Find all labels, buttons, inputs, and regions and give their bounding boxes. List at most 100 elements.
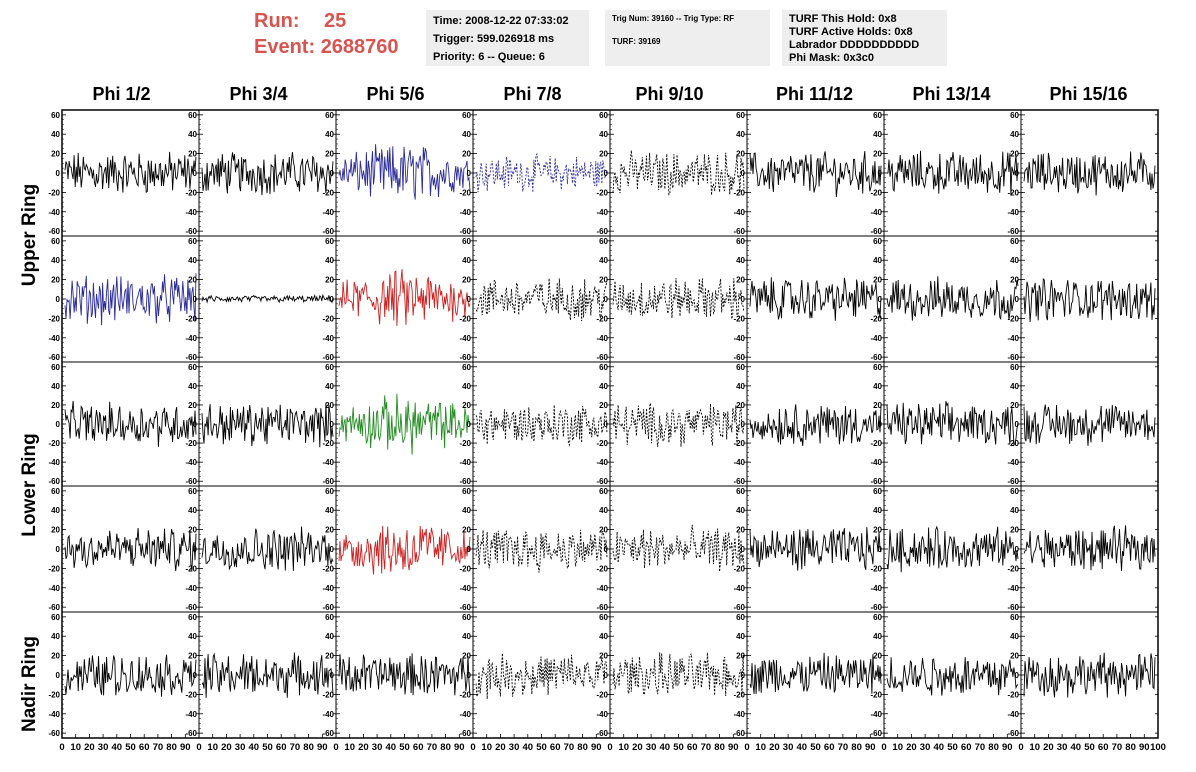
y-tick-label: 20 bbox=[1010, 401, 1019, 410]
y-tick-label: 60 bbox=[1010, 613, 1019, 622]
y-tick-label: 0 bbox=[1015, 295, 1020, 304]
y-tick-label: -20 bbox=[185, 439, 197, 448]
x-tick-label: 60 bbox=[139, 742, 150, 753]
x-tick-label: 30 bbox=[509, 742, 520, 753]
y-tick-label: -60 bbox=[870, 729, 882, 738]
y-tick-label: 60 bbox=[873, 487, 882, 496]
x-tick-label: 0 bbox=[1018, 742, 1023, 753]
y-tick-label: -40 bbox=[459, 458, 471, 467]
x-tick-label: 60 bbox=[961, 742, 972, 753]
run-value: 25 bbox=[324, 10, 347, 32]
x-tick-label: 40 bbox=[797, 742, 808, 753]
y-tick-label: 40 bbox=[599, 632, 608, 641]
x-tick-label: 60 bbox=[687, 742, 698, 753]
y-tick-label: 40 bbox=[462, 506, 471, 515]
x-tick-label: 80 bbox=[577, 742, 588, 753]
y-tick-label: -60 bbox=[596, 477, 608, 486]
y-tick-label: -40 bbox=[185, 458, 197, 467]
column-header-phi-13-14: Phi 13/14 bbox=[912, 84, 991, 104]
x-tick-label: 20 bbox=[632, 742, 643, 753]
y-tick-label: -40 bbox=[322, 458, 334, 467]
x-tick-label: 0 bbox=[196, 742, 201, 753]
y-tick-label: -40 bbox=[48, 584, 60, 593]
y-tick-label: 20 bbox=[873, 150, 882, 159]
y-tick-label: 0 bbox=[467, 295, 472, 304]
x-tick-label: 20 bbox=[769, 742, 780, 753]
x-tick-label: 70 bbox=[290, 742, 301, 753]
phi-mask-text: Phi Mask: 0x3c0 bbox=[789, 52, 874, 64]
x-tick-label: 90 bbox=[728, 742, 739, 753]
y-tick-label: 40 bbox=[325, 506, 334, 515]
y-tick-label: 20 bbox=[462, 652, 471, 661]
x-tick-label: 50 bbox=[399, 742, 410, 753]
y-tick-label: -60 bbox=[459, 353, 471, 362]
x-tick-label: 70 bbox=[564, 742, 575, 753]
y-tick-label: -60 bbox=[596, 603, 608, 612]
y-tick-label: 0 bbox=[604, 420, 609, 429]
y-tick-label: 0 bbox=[878, 671, 883, 680]
x-tick-label: 60 bbox=[1098, 742, 1109, 753]
y-tick-label: -40 bbox=[596, 334, 608, 343]
waveform-panel: 60 40 20 0 -20 -40 -60 bbox=[459, 109, 611, 237]
y-tick-label: 20 bbox=[325, 526, 334, 535]
y-tick-label: 60 bbox=[599, 363, 608, 372]
y-tick-label: 0 bbox=[330, 169, 335, 178]
y-tick-label: 0 bbox=[741, 295, 746, 304]
y-tick-label: -40 bbox=[870, 208, 882, 217]
waveform-panel: 60 40 20 0 -20 -40 -60 bbox=[48, 235, 200, 363]
event-label: Event: bbox=[254, 36, 316, 58]
y-tick-label: 0 bbox=[467, 545, 472, 554]
waveform-trace bbox=[749, 652, 882, 694]
x-tick-label: 50 bbox=[1084, 742, 1095, 753]
waveform-panel: 60 40 20 0 -20 -40 -60 bbox=[733, 235, 885, 363]
y-tick-label: 20 bbox=[462, 276, 471, 285]
x-tick-label: 30 bbox=[235, 742, 246, 753]
y-tick-label: 60 bbox=[462, 237, 471, 246]
waveform-trace bbox=[475, 653, 608, 700]
y-tick-label: -40 bbox=[870, 458, 882, 467]
waveform-panel: 60 40 20 0 -20 -40 -60 bbox=[322, 485, 474, 613]
trigger-text: Trigger: 599.026918 ms bbox=[433, 33, 555, 45]
y-tick-label: 60 bbox=[873, 111, 882, 120]
y-tick-label: -40 bbox=[185, 208, 197, 217]
y-tick-label: 60 bbox=[736, 613, 745, 622]
y-tick-label: -40 bbox=[459, 334, 471, 343]
y-tick-label: -20 bbox=[459, 439, 471, 448]
y-tick-label: 20 bbox=[599, 526, 608, 535]
column-header-phi-5-6: Phi 5/6 bbox=[366, 84, 425, 104]
y-tick-label: 40 bbox=[325, 382, 334, 391]
column-header-phi-11-12: Phi 11/12 bbox=[775, 84, 854, 104]
y-tick-label: 60 bbox=[325, 613, 334, 622]
y-tick-label: 20 bbox=[736, 276, 745, 285]
y-tick-label: 60 bbox=[1010, 237, 1019, 246]
x-tick-label: 100 bbox=[1150, 742, 1166, 753]
x-tick-label: 20 bbox=[1043, 742, 1054, 753]
y-tick-label: 40 bbox=[188, 506, 197, 515]
y-tick-label: -60 bbox=[1007, 477, 1019, 486]
y-tick-label: 20 bbox=[325, 401, 334, 410]
y-tick-label: 60 bbox=[1010, 111, 1019, 120]
x-tick-label: 50 bbox=[262, 742, 273, 753]
x-tick-label: 90 bbox=[180, 742, 191, 753]
y-tick-label: 0 bbox=[56, 169, 61, 178]
y-tick-label: -40 bbox=[322, 334, 334, 343]
y-tick-label: 40 bbox=[462, 632, 471, 641]
waveform-trace bbox=[64, 400, 197, 447]
x-tick-label: 40 bbox=[523, 742, 534, 753]
y-tick-label: -20 bbox=[185, 188, 197, 197]
y-tick-label: 0 bbox=[193, 545, 198, 554]
y-tick-label: 0 bbox=[741, 420, 746, 429]
y-tick-label: 60 bbox=[51, 363, 60, 372]
x-tick-label: 80 bbox=[1125, 742, 1136, 753]
y-tick-label: 20 bbox=[736, 526, 745, 535]
y-tick-label: -20 bbox=[459, 188, 471, 197]
priority-text: Priority: 6 -- Queue: 6 bbox=[433, 51, 545, 63]
y-tick-label: -60 bbox=[596, 729, 608, 738]
y-tick-label: 0 bbox=[1015, 545, 1020, 554]
y-tick-label: 40 bbox=[1010, 130, 1019, 139]
time-info-box: Time: 2008-12-22 07:33:02 Trigger: 599.0… bbox=[426, 10, 589, 66]
y-tick-label: 60 bbox=[188, 111, 197, 120]
y-tick-label: 60 bbox=[736, 237, 745, 246]
y-tick-label: 40 bbox=[736, 632, 745, 641]
